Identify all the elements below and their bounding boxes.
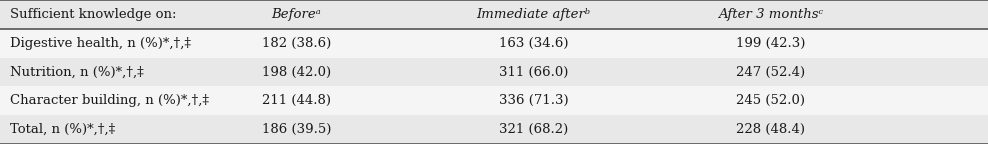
Text: 186 (39.5): 186 (39.5) bbox=[262, 123, 331, 136]
Text: 245 (52.0): 245 (52.0) bbox=[736, 94, 805, 107]
Bar bbox=[0, 58, 988, 86]
Text: Beforeᵃ: Beforeᵃ bbox=[272, 8, 321, 21]
Bar bbox=[0, 29, 988, 58]
Text: 211 (44.8): 211 (44.8) bbox=[262, 94, 331, 107]
Text: 182 (38.6): 182 (38.6) bbox=[262, 37, 331, 50]
Text: 198 (42.0): 198 (42.0) bbox=[262, 66, 331, 78]
Text: 336 (71.3): 336 (71.3) bbox=[499, 94, 568, 107]
Text: Total, n (%)*,†,‡: Total, n (%)*,†,‡ bbox=[10, 123, 116, 136]
Text: After 3 monthsᶜ: After 3 monthsᶜ bbox=[718, 8, 823, 21]
Text: Character building, n (%)*,†,‡: Character building, n (%)*,†,‡ bbox=[10, 94, 208, 107]
Text: 228 (48.4): 228 (48.4) bbox=[736, 123, 805, 136]
Bar bbox=[0, 115, 988, 144]
Text: 199 (42.3): 199 (42.3) bbox=[736, 37, 805, 50]
Text: 321 (68.2): 321 (68.2) bbox=[499, 123, 568, 136]
Text: Digestive health, n (%)*,†,‡: Digestive health, n (%)*,†,‡ bbox=[10, 37, 191, 50]
Text: Immediate afterᵇ: Immediate afterᵇ bbox=[476, 8, 591, 21]
Text: 163 (34.6): 163 (34.6) bbox=[499, 37, 568, 50]
Text: Sufficient knowledge on:: Sufficient knowledge on: bbox=[10, 8, 177, 21]
Bar bbox=[0, 0, 988, 29]
Text: Nutrition, n (%)*,†,‡: Nutrition, n (%)*,†,‡ bbox=[10, 66, 143, 78]
Text: 247 (52.4): 247 (52.4) bbox=[736, 66, 805, 78]
Text: 311 (66.0): 311 (66.0) bbox=[499, 66, 568, 78]
Bar bbox=[0, 86, 988, 115]
